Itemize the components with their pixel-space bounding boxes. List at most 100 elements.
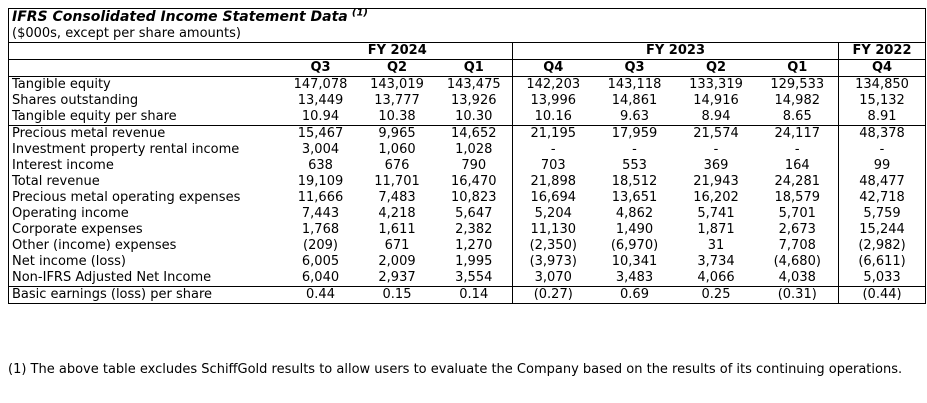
title-row: IFRS Consolidated Income Statement Data … [9, 9, 926, 27]
value-cell: 0.15 [382, 287, 412, 302]
row-label: Other (income) expenses [12, 238, 177, 253]
value-cell: (4,680) [773, 254, 821, 269]
table-title: IFRS Consolidated Income Statement Data [12, 9, 348, 25]
fy-2022-header: FY 2022 [837, 42, 926, 60]
value-cell: 9,965 [378, 126, 416, 141]
value-cell: 16,470 [451, 174, 497, 189]
value-cell: 2,382 [455, 222, 493, 237]
table-row: Operating income 7,443 4,218 5,647 5,204 4,86… [9, 206, 926, 222]
value-cell: 703 [512, 158, 594, 174]
value-cell: 14,982 [774, 93, 821, 108]
value-cell: 5,759 [837, 206, 926, 222]
value-cell: 143,475 [446, 77, 501, 92]
row-label: Precious metal operating expenses [12, 190, 241, 205]
value-cell: 0.14 [459, 287, 489, 302]
value-cell: (0.27) [512, 286, 594, 304]
value-cell: 5,741 [697, 206, 735, 221]
table-title-cell: IFRS Consolidated Income Statement Data … [9, 9, 926, 27]
value-cell: 8.65 [756, 109, 839, 126]
value-cell: (2,982) [837, 238, 926, 254]
value-cell: 24,281 [774, 174, 821, 189]
value-cell: 19,109 [297, 174, 344, 189]
value-cell: 17,959 [611, 126, 658, 141]
row-label: Non-IFRS Adjusted Net Income [8, 270, 283, 287]
value-cell: 1,270 [455, 238, 493, 253]
value-cell: 1,871 [697, 222, 735, 237]
value-cell: 143,118 [607, 77, 662, 92]
value-cell: 1,611 [378, 222, 416, 237]
value-cell: 10,341 [611, 254, 658, 269]
value-cell: 4,862 [615, 206, 654, 221]
table-row: Tangible equity 147,078 143,019 143,475 142,… [9, 76, 926, 93]
value-cell: 10.16 [512, 109, 594, 126]
value-cell: - [794, 142, 800, 157]
value-cell: 3,734 [697, 254, 735, 269]
row-label: Shares outstanding [12, 93, 139, 108]
table-row: Other (income) expenses (209) 671 1,270 (2,3… [9, 238, 926, 254]
quarter-header-fy2024-q1: Q1 [435, 59, 513, 77]
value-cell: 676 [384, 158, 410, 173]
value-cell: 16,202 [693, 190, 739, 205]
value-cell: 8.91 [837, 109, 926, 126]
income-statement-section: IFRS Consolidated Income Statement Data … [8, 8, 927, 304]
quarter-header-fy2023-q3: Q3 [593, 59, 676, 77]
table-row: Corporate expenses 1,768 1,611 2,382 11,130 1… [9, 222, 926, 238]
value-cell: 3,483 [593, 270, 676, 287]
value-cell: 14,652 [451, 126, 497, 141]
value-cell: 0.25 [701, 287, 731, 302]
value-cell: 4,218 [378, 206, 416, 221]
value-cell: 0.69 [620, 287, 649, 302]
value-cell: 1,060 [378, 142, 416, 157]
table-row: Basic earnings (loss) per share 0.44 0.15 0… [9, 286, 926, 304]
value-cell: (6,611) [837, 254, 926, 270]
value-cell: 48,477 [837, 174, 926, 190]
value-cell: 13,651 [611, 190, 658, 205]
value-cell: 790 [461, 158, 487, 173]
value-cell: 1,995 [455, 254, 493, 269]
value-cell: 7,443 [301, 206, 340, 221]
value-cell: 638 [308, 158, 333, 173]
row-label: Net income (loss) [12, 254, 126, 269]
value-cell: 142,203 [512, 76, 594, 93]
value-cell: 1,768 [301, 222, 340, 237]
value-cell: 14,861 [611, 93, 658, 108]
value-cell: 16,694 [512, 190, 594, 206]
value-cell: 21,574 [693, 126, 739, 141]
value-cell: 6,040 [282, 270, 359, 287]
value-cell: 14,916 [693, 93, 739, 108]
value-cell: 11,130 [512, 222, 594, 238]
value-cell: 671 [384, 238, 410, 253]
value-cell: 13,996 [512, 93, 594, 109]
value-cell: 11,701 [374, 174, 420, 189]
value-cell: (0.31) [777, 287, 817, 302]
value-cell: 13,449 [297, 93, 344, 108]
row-label: Tangible equity per share [8, 109, 283, 126]
value-cell: 7,708 [778, 238, 816, 253]
value-cell: 3,004 [301, 142, 340, 157]
value-cell: (209) [303, 238, 338, 253]
value-cell: 129,533 [770, 77, 825, 92]
table-row: Total revenue 19,109 11,701 16,470 21,898 18,… [9, 174, 926, 190]
table-row: Interest income 638 676 790 703 553 369 164 99 [9, 158, 926, 174]
value-cell: 3,070 [512, 270, 594, 287]
value-cell: 164 [784, 158, 810, 173]
value-cell: 15,467 [297, 126, 344, 141]
value-cell: 6,005 [301, 254, 340, 269]
value-cell: (6,970) [610, 238, 659, 253]
value-cell: 133,319 [689, 77, 743, 92]
value-cell: 9.63 [593, 109, 676, 126]
value-cell: 31 [707, 238, 725, 253]
row-label: Tangible equity [12, 77, 111, 92]
value-cell: 15,244 [837, 222, 926, 238]
quarter-header-fy2023-q4: Q4 [512, 59, 594, 77]
value-cell: 18,579 [774, 190, 821, 205]
value-cell: 24,117 [774, 126, 821, 141]
row-label: Corporate expenses [12, 222, 143, 237]
empty-header-cell [8, 42, 283, 60]
quarter-header-fy2024-q2: Q2 [358, 59, 436, 77]
table-row: Precious metal operating expenses 11,666 7… [9, 190, 926, 206]
value-cell: 42,718 [837, 190, 926, 206]
value-cell: 21,195 [512, 125, 594, 142]
row-label: Operating income [12, 206, 129, 221]
value-cell: 21,898 [512, 174, 594, 190]
